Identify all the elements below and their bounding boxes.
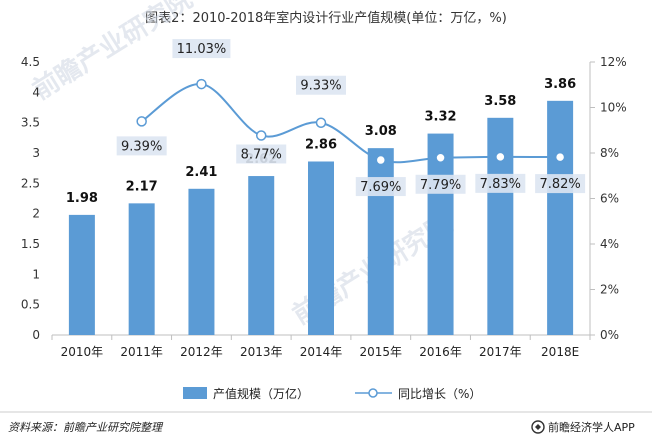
chart-title: 图表2：2010-2018年室内设计行业产值规模(单位：万亿，%): [145, 10, 507, 26]
growth-label-bg: [236, 144, 287, 164]
x-tick-label: 2018E: [541, 345, 579, 359]
growth-value-label: 7.79%: [420, 178, 461, 193]
growth-label-bg: [355, 177, 406, 197]
growth-value-label: 11.03%: [177, 42, 227, 57]
x-tick-label: 2013年: [240, 345, 283, 359]
legend-bar-swatch: [183, 387, 207, 399]
bar: [128, 203, 155, 335]
bar: [427, 133, 454, 335]
bar: [308, 161, 334, 335]
y-left-tick-label: 2: [32, 207, 40, 221]
brand: 前瞻经济学人APP: [531, 420, 635, 434]
y-right-tick-label: 8%: [600, 146, 619, 160]
legend-bar-label: 产值规模（万亿）: [213, 386, 309, 401]
bar: [188, 188, 215, 335]
brand-name: 前瞻经济学人APP: [548, 420, 635, 434]
growth-point: [435, 152, 446, 164]
bar: [248, 176, 275, 335]
legend: 产值规模（万亿） 同比增长（%）: [183, 386, 481, 401]
growth-point: [315, 117, 327, 128]
growth-value-label: 7.69%: [360, 180, 401, 195]
bar: [68, 214, 95, 335]
y-right-tick-label: 0%: [600, 328, 619, 342]
growth-point: [554, 151, 566, 163]
y-left-tick-label: 4: [32, 85, 40, 99]
bar-value-label: 2.86: [305, 137, 337, 152]
growth-point: [375, 154, 387, 166]
bar: [487, 117, 514, 336]
bar-value-label: 3.32: [425, 110, 457, 125]
growth-line: [136, 78, 566, 166]
y-right-tick-label: 4%: [600, 237, 619, 251]
axes: 0 0.5 1 1.5 2 2.5 3 3.5 4 4.5 0% 2% 4% 6% 8% 10% 12% 2010…: [21, 55, 627, 359]
growth-value-label: 9.33%: [300, 79, 341, 94]
growth-label-bg: [415, 174, 466, 194]
bar-value-label: 3.08: [365, 124, 397, 139]
bar-value-label: 1.98: [66, 191, 98, 206]
growth-point: [196, 78, 207, 90]
x-tick-label: 2010年: [61, 345, 104, 359]
x-tick-label: 2015年: [360, 345, 403, 359]
growth-value-label: 7.83%: [480, 177, 521, 192]
y-right-tick-label: 6%: [600, 192, 619, 206]
growth-value-label: 7.82%: [539, 177, 580, 192]
growth-label-bg: [475, 173, 526, 193]
growth-value-label: 9.39%: [121, 139, 162, 154]
y-right-tick-label: 2%: [600, 283, 619, 297]
growth-label-bg: [172, 39, 231, 59]
y-left-tick-label: 0: [32, 328, 40, 342]
y-left-tick-label: 2.5: [21, 176, 40, 190]
legend-line-marker: [368, 388, 378, 398]
growth-point: [495, 151, 506, 163]
x-tick-label: 2011年: [120, 345, 163, 359]
growth-labels: 9.39% 11.03% 8.77% 9.33% 7.69% 7.79% 7.83% 7.82…: [116, 39, 586, 197]
brand-logo-icon: [531, 420, 545, 434]
growth-label-bg: [116, 136, 167, 156]
x-tick-label: 2017年: [479, 345, 522, 359]
bar-value-label: 3.58: [484, 94, 516, 109]
growth-label-bg: [535, 174, 586, 194]
x-tick-label: 2014年: [300, 345, 343, 359]
x-tick-label: 2016年: [419, 345, 462, 359]
growth-point: [136, 116, 147, 127]
growth-value-label: 8.77%: [241, 147, 282, 162]
brand-logo-mark: [535, 424, 541, 430]
legend-line-label: 同比增长（%）: [398, 387, 481, 401]
bar: [547, 100, 574, 336]
bar-value-label: 2.17: [126, 179, 158, 194]
y-left-tick-label: 1: [32, 267, 40, 281]
y-left-tick-label: 0.5: [21, 298, 40, 312]
y-left-tick-label: 1.5: [21, 237, 40, 251]
y-right-tick-label: 10%: [600, 101, 627, 115]
bars: [68, 100, 574, 336]
bar-value-label: 3.86: [544, 77, 576, 92]
y-left-tick-label: 3: [32, 146, 40, 160]
y-right-tick-label: 12%: [600, 55, 627, 69]
y-left-tick-label: 4.5: [21, 55, 40, 69]
y-left-tick-label: 3.5: [21, 116, 40, 130]
bar-value-label: 2.41: [185, 165, 217, 180]
bar: [367, 148, 394, 335]
source-note: 资料来源：前瞻产业研究院整理: [8, 421, 164, 434]
growth-label-bg: [296, 75, 346, 95]
growth-point: [255, 130, 267, 141]
x-tick-label: 2012年: [180, 345, 223, 359]
